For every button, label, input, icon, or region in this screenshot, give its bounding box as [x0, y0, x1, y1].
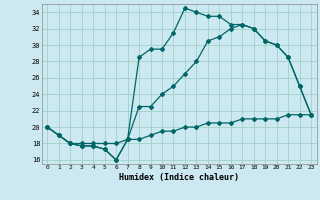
X-axis label: Humidex (Indice chaleur): Humidex (Indice chaleur): [119, 173, 239, 182]
